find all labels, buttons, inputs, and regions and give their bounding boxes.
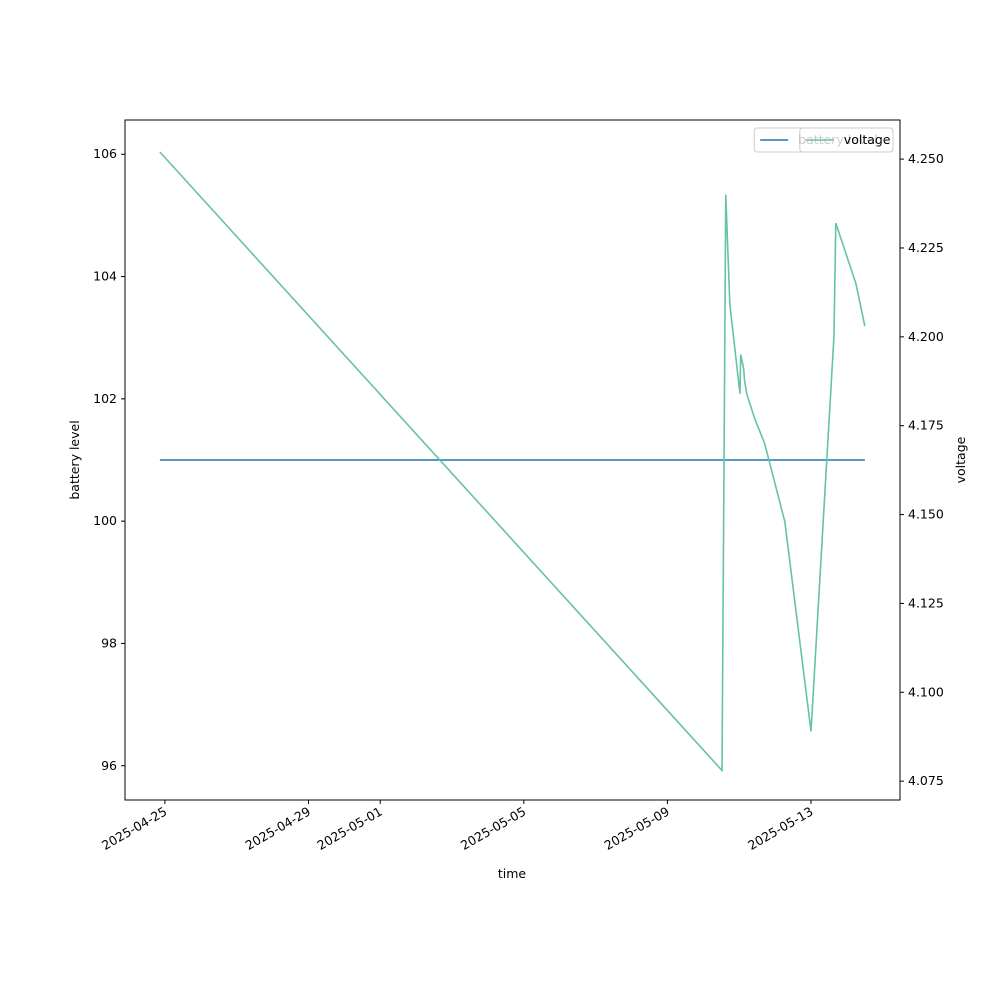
y-tick-label: 98 — [101, 635, 117, 650]
x-tick-label: 2025-04-25 — [99, 804, 169, 853]
y2-tick-label: 4.125 — [908, 595, 944, 610]
y-tick-label: 106 — [93, 146, 117, 161]
x-tick-label: 2025-05-01 — [314, 804, 384, 853]
x-tick-label: 2025-05-09 — [602, 804, 672, 853]
x-tick-label: 2025-05-05 — [458, 804, 528, 853]
line-series — [159, 151, 866, 773]
y2-tick-label: 4.100 — [908, 684, 944, 699]
y2-tick-label: 4.075 — [908, 773, 944, 788]
x-tick-label: 2025-04-29 — [243, 804, 313, 853]
x-tick-label: 2025-05-13 — [745, 804, 815, 853]
y-tick-label: 104 — [93, 269, 117, 284]
y-axis-label: battery level — [67, 420, 82, 499]
x-axis-label: time — [498, 866, 527, 881]
y2-tick-label: 4.175 — [908, 418, 944, 433]
y-tick-label: 96 — [101, 758, 117, 773]
legend-box — [799, 127, 894, 153]
y2-tick-label: 4.200 — [908, 329, 944, 344]
y2-tick-label: 4.250 — [908, 151, 944, 166]
y2-axis-label: voltage — [953, 436, 968, 483]
y-tick-label: 102 — [93, 391, 117, 406]
plot-frame — [124, 119, 901, 801]
y2-tick-label: 4.225 — [908, 240, 944, 255]
y2-tick-label: 4.150 — [908, 507, 944, 522]
legend-label: voltage — [844, 132, 891, 147]
y-tick-label: 100 — [93, 513, 117, 528]
